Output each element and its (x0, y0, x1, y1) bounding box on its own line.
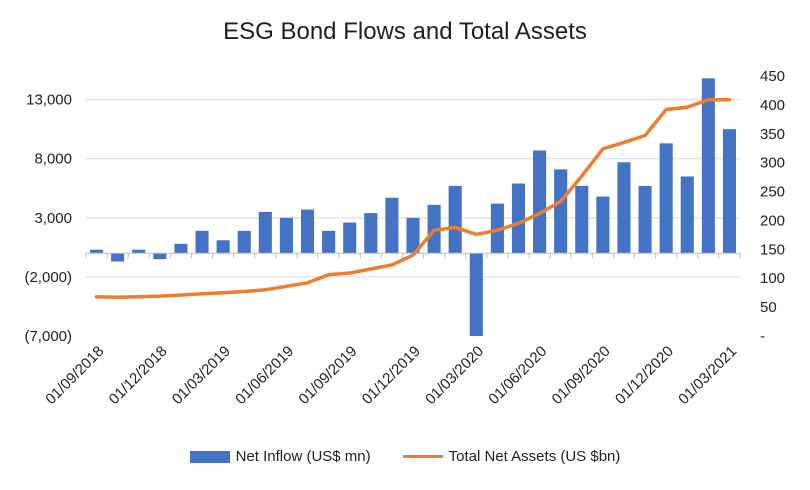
bar-net-inflow (533, 150, 547, 254)
x-axis-tick-label: 01/03/2021 (675, 343, 740, 408)
bar-net-inflow (364, 213, 378, 254)
chart-title: ESG Bond Flows and Total Assets (223, 18, 587, 45)
bar-net-inflow (701, 78, 715, 254)
legend-bar-swatch (189, 450, 230, 463)
right-axis-tick-label: 250 (760, 184, 785, 201)
bar-net-inflow (322, 230, 336, 254)
bar-net-inflow (174, 243, 188, 254)
bar-net-inflow (575, 185, 589, 254)
x-axis-tick-label: 01/09/2020 (549, 343, 614, 408)
left-axis-tick-label: 8,000 (34, 151, 72, 168)
bar-net-inflow (469, 253, 483, 336)
legend-label-net-inflow: Net Inflow (US$ mn) (235, 448, 371, 465)
left-axis-tick-label: (7,000) (24, 328, 72, 345)
left-axis-tick-label: 13,000 (26, 92, 72, 109)
left-axis-tick-label: (2,000) (24, 269, 72, 286)
bar-net-inflow (300, 209, 315, 254)
right-axis-tick-label: - (760, 328, 765, 345)
legend-line-swatch (402, 455, 443, 458)
bar-net-inflow (511, 183, 526, 254)
right-axis-tick-label: 100 (760, 270, 785, 287)
right-axis-tick-label: 450 (760, 68, 785, 85)
x-axis-tick-label: 01/06/2019 (232, 343, 297, 408)
bar-net-inflow (343, 222, 357, 254)
x-axis-tick-label: 01/03/2019 (169, 343, 234, 408)
left-axis-ticks: (7,000) (2,000) 3,000 8,000 13,000 (24, 92, 72, 345)
bar-net-inflow (638, 185, 652, 254)
x-axis-tick-label: 01/03/2020 (422, 343, 487, 408)
line-layer (94, 97, 732, 300)
legend-item-net-inflow: Net Inflow (US$ mn) (189, 448, 371, 465)
bar-net-inflow (195, 230, 209, 254)
bar-net-inflow (617, 162, 631, 254)
bar-net-inflow (111, 253, 125, 262)
bar-net-inflow (406, 217, 420, 254)
bar-layer (90, 78, 736, 336)
line-total-net-assets (94, 97, 732, 300)
bar-net-inflow (279, 217, 293, 254)
right-axis-tick-label: 200 (760, 212, 785, 229)
bar-net-inflow (596, 196, 610, 254)
x-axis-ticks: 01/09/201801/12/201801/03/201901/06/2019… (42, 343, 740, 408)
bar-net-inflow (237, 230, 251, 254)
right-axis-tick-label: 400 (760, 97, 785, 114)
right-axis-ticks: - 50 100 150 200 250 300 350 400 450 (760, 68, 785, 345)
bar-net-inflow (132, 249, 146, 254)
x-axis-tick-label: 01/09/2019 (295, 343, 360, 408)
x-axis-tick-label: 01/12/2020 (612, 343, 677, 408)
bar-net-inflow (680, 176, 694, 254)
x-axis-tick-label: 01/12/2019 (359, 343, 424, 408)
bar-net-inflow (554, 169, 568, 254)
bar-net-inflow (490, 203, 504, 254)
bar-net-inflow (258, 211, 272, 254)
legend: Net Inflow (US$ mn) Total Net Assets (US… (0, 448, 810, 465)
right-axis-tick-label: 150 (760, 241, 785, 258)
bar-net-inflow (385, 197, 399, 254)
x-axis-tick-label: 01/12/2018 (106, 343, 171, 408)
bar-net-inflow (659, 143, 673, 254)
right-axis-tick-label: 300 (760, 155, 785, 172)
legend-item-total-net-assets: Total Net Assets (US $bn) (402, 448, 621, 465)
right-axis-tick-label: 50 (760, 299, 777, 316)
bar-net-inflow (216, 240, 230, 254)
bar-net-inflow (448, 185, 462, 254)
left-axis-tick-label: 3,000 (34, 210, 72, 227)
right-axis-tick-label: 350 (760, 126, 785, 143)
bar-net-inflow (722, 129, 736, 254)
legend-label-total-net-assets: Total Net Assets (US $bn) (448, 448, 621, 465)
bar-net-inflow (90, 249, 104, 254)
x-axis-tick-label: 01/06/2020 (485, 343, 550, 408)
bar-net-inflow (153, 253, 167, 260)
x-axis-tick-label: 01/09/2018 (42, 343, 107, 408)
